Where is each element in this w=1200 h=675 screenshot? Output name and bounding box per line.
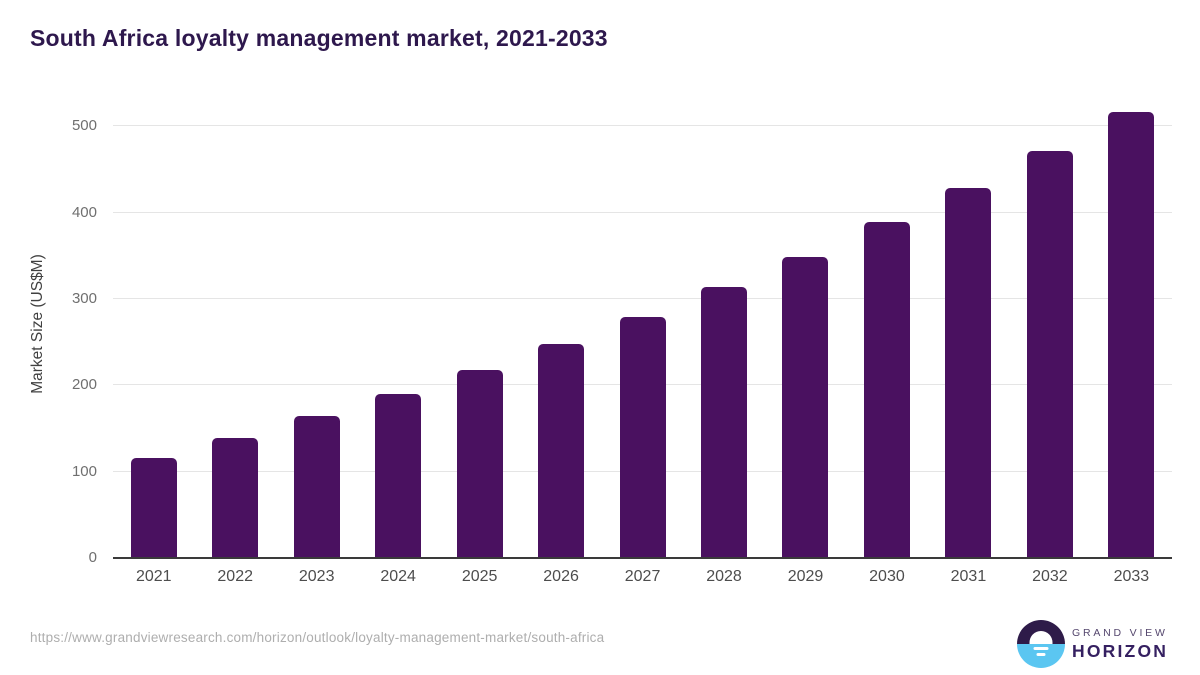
x-tick-label-2026: 2026 — [543, 568, 579, 585]
sun-dome-shape — [1029, 631, 1053, 644]
x-tick-label-2030: 2030 — [869, 568, 905, 585]
bar-2027[interactable] — [619, 317, 666, 558]
x-tick-label-2029: 2029 — [787, 568, 824, 585]
bar-2024[interactable] — [375, 393, 422, 558]
x-tick-label-2024: 2024 — [380, 568, 416, 585]
logo-text: GRAND VIEW HORIZON — [1072, 627, 1168, 662]
bar-slot-2025 — [439, 90, 520, 558]
logo-grand-view-label: GRAND VIEW — [1072, 626, 1168, 639]
horizon-sun-icon — [1017, 620, 1065, 668]
x-tick-label-2023: 2023 — [298, 568, 335, 585]
x-axis-line — [113, 557, 1172, 559]
bar-2028[interactable] — [701, 286, 748, 558]
bar-slot-2022 — [194, 90, 275, 558]
chart-title: South Africa loyalty management market, … — [30, 25, 608, 51]
gridline-500 — [113, 125, 1172, 127]
x-tick-label-2022: 2022 — [217, 568, 253, 585]
plot-area — [113, 90, 1172, 559]
x-axis-tick-labels: 2021 2022 2023 2024 2025 2026 2027 2028 2029 2030… — [113, 568, 1172, 586]
y-tick-label-0: 0 — [88, 549, 97, 566]
bar-2033[interactable] — [1108, 112, 1155, 558]
bar-slot-2030 — [846, 90, 927, 558]
y-tick-label-300: 300 — [71, 289, 97, 307]
bar-2030[interactable] — [863, 222, 910, 558]
bar-slot-2032 — [1009, 90, 1090, 558]
bar-2032[interactable] — [1026, 151, 1073, 558]
bar-slot-2026 — [520, 90, 601, 558]
gridline-400 — [113, 211, 1172, 213]
bar-2025[interactable] — [456, 369, 503, 558]
bar-2021[interactable] — [130, 457, 177, 558]
x-tick-label-2027: 2027 — [624, 568, 661, 585]
grand-view-horizon-logo[interactable]: GRAND VIEW HORIZON — [1017, 620, 1168, 668]
bar-2023[interactable] — [293, 415, 340, 558]
x-tick-label-2028: 2028 — [706, 568, 742, 585]
y-tick-label-400: 400 — [71, 203, 97, 221]
y-tick-label-100: 100 — [71, 462, 97, 480]
bar-slot-2021 — [113, 90, 194, 558]
bar-series — [113, 90, 1172, 558]
source-url: https://www.grandviewresearch.com/horizo… — [30, 630, 605, 645]
x-tick-label-2033: 2033 — [1113, 568, 1150, 585]
bar-2031[interactable] — [945, 187, 992, 558]
logo-horizon-label: HORIZON — [1072, 640, 1169, 661]
bar-slot-2027 — [602, 90, 683, 558]
sun-reflection-bar — [1033, 647, 1049, 650]
bar-2029[interactable] — [782, 256, 829, 558]
bar-slot-2029 — [765, 90, 846, 558]
bar-2026[interactable] — [538, 343, 585, 558]
bar-slot-2028 — [683, 90, 764, 558]
gridline-300 — [113, 297, 1172, 299]
x-tick-label-2021: 2021 — [135, 568, 172, 585]
bar-slot-2033 — [1091, 90, 1172, 558]
bar-slot-2023 — [276, 90, 357, 558]
y-tick-label-500: 500 — [71, 117, 97, 135]
bar-slot-2024 — [357, 90, 438, 558]
x-tick-label-2025: 2025 — [461, 568, 498, 585]
sun-reflection-bar — [1036, 653, 1046, 656]
x-tick-label-2031: 2031 — [950, 568, 987, 585]
x-tick-label-2032: 2032 — [1032, 568, 1068, 585]
y-axis-tick-labels: 0 100 200 300 400 500 — [0, 90, 97, 566]
bar-slot-2031 — [928, 90, 1009, 558]
bar-2022[interactable] — [212, 437, 259, 558]
y-tick-label-200: 200 — [71, 376, 97, 394]
